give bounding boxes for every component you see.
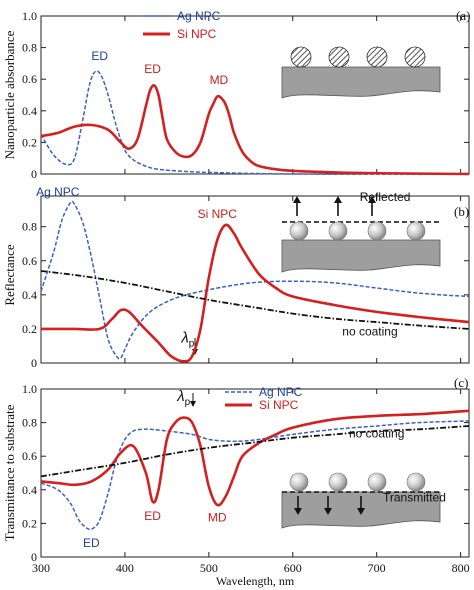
series-si-line-a: [40, 84, 470, 176]
annotation-a: MD: [210, 73, 229, 87]
x-axis: 300 400 500 600 700 800: [32, 561, 470, 575]
y-tick-label-b: 0.8: [22, 220, 37, 234]
panel-a-frame: [40, 15, 470, 175]
y-tick-label-c: 0: [31, 550, 37, 564]
panel-a-legend: Ag NPC Si NPC: [143, 9, 221, 41]
annotation-c: MD: [208, 511, 227, 525]
panel-c-ylabel: Transmittance to substrate: [2, 404, 17, 541]
panel-a-label: (a): [456, 8, 470, 23]
series-nocoat-line-b: [40, 270, 470, 330]
sphere-particle: [328, 472, 348, 492]
sphere-particle: [289, 221, 309, 241]
panel-c-inset: [281, 472, 441, 529]
arrow-down-icon: [324, 508, 332, 515]
annotation-c: no coating: [349, 427, 404, 441]
legend-a-ag-label: Ag NPC: [177, 9, 221, 23]
y-tick-label-a: 0.2: [22, 135, 37, 149]
sphere-particle: [367, 221, 387, 241]
y-tick-label-c: 0.6: [22, 449, 37, 463]
sphere-particle: [406, 472, 426, 492]
annotation-b: Reflected: [360, 190, 411, 204]
y-tick-label-c: 0.2: [22, 516, 37, 530]
y-tick-label-b: 0: [31, 356, 37, 370]
arrow-down-icon: [294, 508, 302, 515]
y-tick-label-a: 0: [31, 167, 37, 181]
series-si-line-b: [41, 223, 470, 363]
x-tick-label: 400: [116, 561, 134, 575]
panel-b-ylabel: Reflectance: [2, 244, 17, 306]
y-tick-label-c: 0.8: [22, 416, 37, 430]
y-tick-label-a: 0.8: [22, 41, 37, 55]
panel-b-inset: [281, 196, 441, 273]
annotation-b: Ag NPC: [36, 185, 80, 199]
hatched-particle: [328, 46, 350, 68]
panel-b-label: (b): [454, 204, 469, 219]
sphere-particle: [406, 221, 426, 241]
y-tick-label-b: 0.4: [22, 288, 37, 302]
annotation-b: λp: [180, 330, 194, 350]
y-tick-label-a: 1.0: [22, 9, 37, 23]
x-tick-label: 300: [32, 561, 50, 575]
y-tick-label-c: 0.4: [22, 483, 37, 497]
annotation-c: ED: [144, 509, 161, 523]
annotation-c: ED: [83, 536, 100, 550]
legend-a-si-label: Si NPC: [177, 27, 217, 41]
arrow-up-icon: [293, 196, 301, 203]
annotation-b: no coating: [342, 325, 397, 339]
y-tick-label-b: 0.2: [22, 322, 37, 336]
sphere-particle: [289, 472, 309, 492]
panel-c-frame: [40, 388, 470, 558]
panel-c: Transmittance to substrate (c) Ag NPC Si…: [2, 375, 470, 558]
x-tick-label: 800: [452, 561, 470, 575]
hatched-particle: [366, 46, 388, 68]
x-tick-label: 500: [200, 561, 218, 575]
arrow-up-icon: [368, 196, 376, 203]
x-tick-label: 700: [368, 561, 386, 575]
annotation-a: ED: [91, 49, 108, 63]
x-axis-label: Wavelength, nm: [216, 574, 295, 588]
annotation-c: λp: [176, 388, 190, 408]
panel-a: Nanoparticle absorbance (a) Ag NPC Si NP…: [2, 8, 470, 175]
panel-b-frame: [40, 195, 470, 364]
y-tick-label-a: 0.4: [22, 104, 37, 118]
legend-c-ag-label: Ag NPC: [259, 385, 303, 399]
y-tick-label-c: 1.0: [22, 382, 37, 396]
sphere-particle: [328, 221, 348, 241]
annotation-a: ED: [144, 62, 161, 76]
legend-c-si-label: Si NPC: [259, 398, 299, 412]
series-ag-line-a: [40, 70, 470, 175]
hatched-particle: [290, 46, 312, 68]
sphere-particle: [367, 472, 387, 492]
y-tick-label-a: 0.6: [22, 72, 37, 86]
panel-a-inset: [281, 46, 441, 99]
substrate-b: [281, 239, 441, 273]
panel-c-label: (c): [454, 375, 468, 390]
substrate-a: [281, 66, 441, 99]
arrow-down-icon: [357, 508, 365, 515]
series-ag-line-b: [40, 200, 470, 360]
x-tick-label: 600: [284, 561, 302, 575]
series-nocoat-line-c: [40, 425, 470, 478]
y-tick-label-b: 0.6: [22, 254, 37, 268]
chart-marks: 0 0.2 0.4 0.6 0.8 1.0 ED ED MD 0 0.2 0.4 0.6 0.8 Ag NP…: [22, 9, 470, 564]
panel-c-legend: Ag NPC Si NPC: [225, 385, 303, 412]
series-ag-line-c: [40, 420, 470, 531]
panel-b: Reflectance (b): [2, 195, 470, 364]
arrow-up-icon: [334, 196, 342, 203]
annotation-c: Transmitted: [383, 491, 446, 505]
hatched-particle: [404, 46, 426, 68]
lambda-arrow-c-head: [190, 401, 196, 407]
panel-a-ylabel: Nanoparticle absorbance: [2, 30, 17, 159]
annotation-b: Si NPC: [198, 207, 238, 221]
